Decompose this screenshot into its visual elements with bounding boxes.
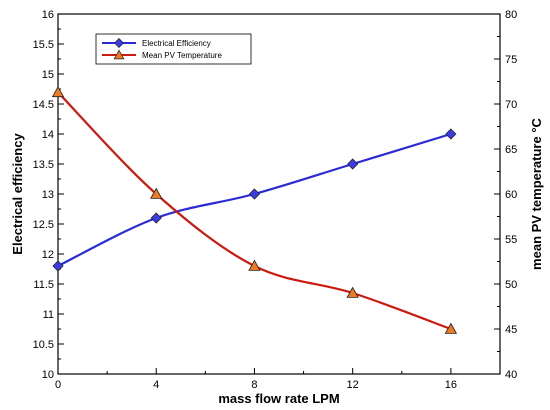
y-left-tick-label: 14: [42, 129, 54, 141]
left-axis: 10 10.5 11 11.5 12 12.5 13 13.5 14 14.5 15 15.5 16: [33, 9, 64, 381]
y-right-tick-label: 50: [505, 279, 517, 291]
y-axis-right-title: mean PV temperature °C: [529, 117, 544, 269]
plot-border: [57, 13, 501, 375]
data-point-electrical-efficiency: [248, 188, 261, 200]
legend-label-electrical-efficiency: Electrical Efficiency: [142, 39, 211, 48]
x-tick-label: 16: [445, 379, 457, 391]
data-point-mean-pv-temperature: [444, 322, 458, 334]
legend: Electrical Efficiency Mean PV Temperatur…: [95, 33, 252, 65]
legend-marker-mean-pv-temperature: [113, 49, 125, 60]
y-right-tick-label: 75: [505, 54, 517, 66]
y-left-tick-label: 15: [42, 69, 54, 81]
y-left-tick-label: 15.5: [33, 39, 54, 51]
y-left-tick-label: 13: [42, 189, 54, 201]
y-left-tick-label: 16: [42, 9, 54, 21]
x-axis: 0 4 8 12 16: [55, 368, 457, 391]
data-point-electrical-efficiency: [150, 212, 162, 224]
y-right-tick-label: 55: [505, 234, 517, 246]
data-point-mean-pv-temperature: [51, 85, 65, 98]
y-left-tick-label: 12.5: [33, 219, 54, 231]
y-left-tick-label: 11: [43, 309, 54, 321]
y-left-tick-label: 10: [42, 369, 54, 381]
y-right-tick-label: 80: [505, 9, 517, 21]
data-point-mean-pv-temperature: [346, 286, 359, 298]
y-left-tick-label: 11.5: [33, 279, 54, 291]
y-right-tick-label: 70: [505, 99, 517, 111]
y-right-tick-label: 40: [505, 369, 517, 381]
x-tick-label: 4: [153, 379, 159, 391]
data-point-mean-pv-temperature: [150, 187, 163, 199]
data-point-mean-pv-temperature: [248, 259, 261, 271]
data-point-electrical-efficiency: [52, 260, 64, 272]
x-tick-label: 8: [251, 379, 257, 391]
series-line-mean-pv-temperature: [57, 91, 452, 331]
y-left-tick-label: 12: [42, 249, 54, 261]
x-tick-label: 0: [55, 379, 61, 391]
right-axis: 40 45 50 55 60 65 70 75 80: [494, 9, 517, 381]
data-point-electrical-efficiency: [347, 158, 359, 170]
x-tick-label: 12: [347, 379, 359, 391]
y-left-tick-label: 13.5: [33, 159, 54, 171]
y-right-tick-label: 60: [505, 189, 517, 201]
legend-marker-electrical-efficiency: [114, 38, 124, 48]
y-left-tick-label: 14.5: [33, 99, 54, 111]
x-axis-title: mass flow rate LPM: [218, 391, 339, 406]
y-right-tick-label: 65: [505, 144, 517, 156]
legend-label-mean-pv-temperature: Mean PV Temperature: [142, 51, 222, 60]
series-layer: [51, 85, 458, 334]
plot-frame: [57, 13, 501, 375]
y-right-tick-label: 45: [505, 324, 517, 336]
data-point-electrical-efficiency: [445, 128, 457, 140]
y-axis-left-title: Electrical efficiency: [10, 133, 25, 255]
y-left-tick-label: 10.5: [33, 339, 54, 351]
